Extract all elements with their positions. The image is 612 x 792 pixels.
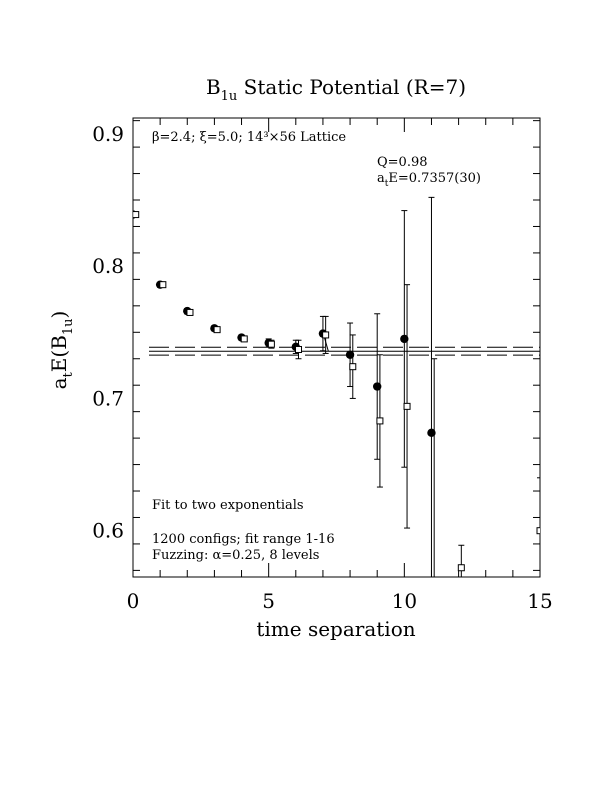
data-point-square — [240, 335, 248, 343]
marker-filled-circle — [427, 428, 436, 438]
data-point-square — [457, 544, 465, 577]
x-tick-label: 5 — [262, 589, 275, 613]
marker-open-square — [295, 345, 303, 353]
lattice-annotation: β=2.4; ξ=5.0; 14³×56 Lattice — [152, 130, 346, 145]
marker-filled-circle — [373, 382, 382, 391]
fit-band — [149, 332, 540, 356]
data-point-square — [133, 211, 140, 219]
marker-open-square — [376, 417, 384, 425]
marker-open-square — [213, 326, 221, 334]
tick-labels: 0 5 10 15 0.6 0.7 0.8 0.9 — [92, 122, 553, 613]
marker-filled-circle — [400, 334, 409, 344]
data-point-square — [431, 358, 438, 584]
marker-open-square — [431, 578, 437, 584]
x-axis-label: time separation — [256, 617, 415, 641]
data-point-circle — [400, 210, 409, 468]
data-point-square — [536, 477, 540, 577]
data-points — [133, 196, 540, 584]
marker-open-square — [457, 564, 465, 572]
chart-title: B1u Static Potential (R=7) — [206, 75, 466, 104]
data-point-square — [322, 315, 330, 354]
y-tick-label: 0.6 — [92, 519, 124, 543]
fuzzing-annotation: Fuzzing: α=0.25, 8 levels — [152, 548, 319, 563]
marker-open-square — [536, 527, 540, 535]
x-tick-label: 0 — [127, 589, 140, 613]
q-annotation: Q=0.98 — [377, 155, 428, 170]
marker-open-square — [267, 340, 275, 348]
data-point-square — [295, 339, 303, 360]
x-tick-label: 15 — [527, 589, 552, 613]
y-tick-label: 0.9 — [92, 122, 124, 146]
configs-annotation: 1200 configs; fit range 1-16 — [152, 532, 335, 547]
y-tick-label: 0.8 — [92, 254, 124, 278]
marker-open-square — [403, 402, 411, 410]
y-axis-label: atE(B1u) — [47, 311, 76, 390]
data-point-circle — [427, 196, 436, 577]
fit-description: Fit to two exponentials — [152, 498, 304, 513]
x-tick-label: 10 — [392, 589, 417, 613]
data-point-circle — [373, 313, 382, 460]
marker-open-square — [322, 331, 330, 339]
axis-ticks — [132, 118, 541, 577]
marker-open-square — [349, 363, 357, 371]
data-point-square — [349, 334, 357, 399]
data-point-square — [376, 354, 384, 488]
data-point-square — [159, 281, 167, 289]
marker-open-square — [159, 281, 167, 289]
energy-annotation: atE=0.7357(30) — [377, 171, 481, 189]
data-point-square — [213, 326, 221, 334]
data-point-square — [403, 284, 411, 529]
marker-open-square — [186, 308, 194, 316]
data-point-square — [267, 339, 275, 349]
marker-open-square — [240, 335, 248, 343]
data-point-square — [186, 308, 194, 316]
data-point-circle — [345, 322, 355, 388]
marker-filled-circle — [345, 350, 355, 359]
y-tick-label: 0.7 — [92, 386, 124, 410]
marker-open-square — [133, 211, 140, 219]
